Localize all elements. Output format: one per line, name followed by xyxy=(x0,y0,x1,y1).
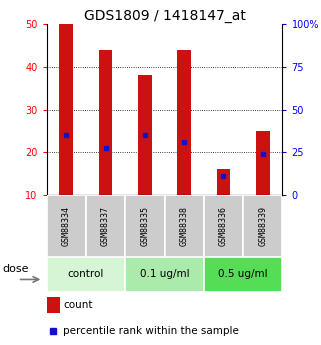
Bar xyxy=(47,297,59,313)
Bar xyxy=(59,24,73,195)
Bar xyxy=(86,195,125,257)
Text: GSM88335: GSM88335 xyxy=(140,206,149,246)
Text: dose: dose xyxy=(2,264,29,274)
Bar xyxy=(243,195,282,257)
Bar xyxy=(164,195,204,257)
Text: GSM88334: GSM88334 xyxy=(62,206,71,246)
Text: GSM88336: GSM88336 xyxy=(219,206,228,246)
Bar xyxy=(125,195,164,257)
Text: count: count xyxy=(63,299,92,309)
Bar xyxy=(217,169,230,195)
Text: 0.5 ug/ml: 0.5 ug/ml xyxy=(218,269,268,279)
Bar xyxy=(47,195,86,257)
Title: GDS1809 / 1418147_at: GDS1809 / 1418147_at xyxy=(83,9,246,23)
Bar xyxy=(204,257,282,292)
Text: GSM88338: GSM88338 xyxy=(180,206,189,246)
Bar xyxy=(125,257,204,292)
Bar xyxy=(177,50,191,195)
Bar xyxy=(99,50,112,195)
Text: percentile rank within the sample: percentile rank within the sample xyxy=(63,326,239,336)
Text: GSM88339: GSM88339 xyxy=(258,206,267,246)
Bar xyxy=(138,75,152,195)
Text: control: control xyxy=(68,269,104,279)
Bar xyxy=(47,257,125,292)
Bar xyxy=(256,131,270,195)
Text: 0.1 ug/ml: 0.1 ug/ml xyxy=(140,269,189,279)
Bar xyxy=(204,195,243,257)
Text: GSM88337: GSM88337 xyxy=(101,206,110,246)
